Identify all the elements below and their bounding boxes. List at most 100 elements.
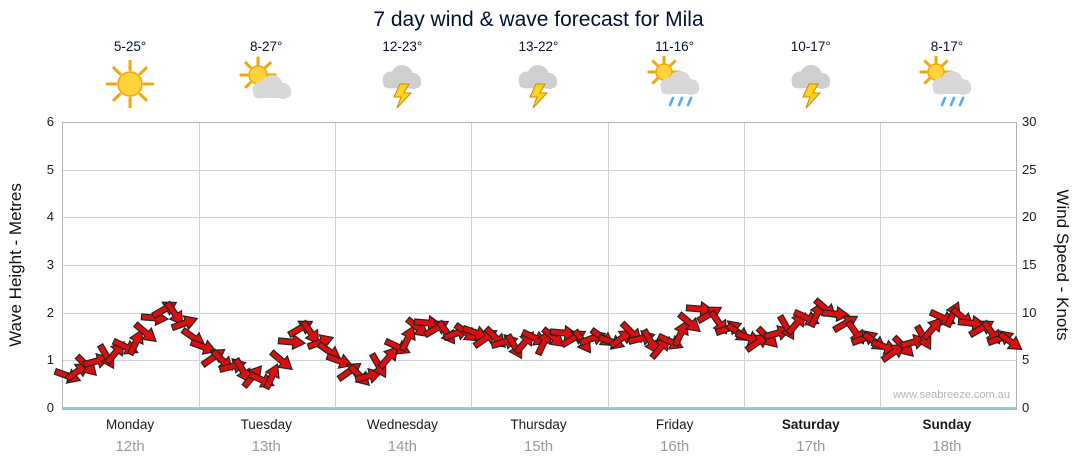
right-tick-label: 15: [1022, 257, 1037, 272]
temperature-range: 5-25°: [113, 39, 147, 54]
h-gridline: [63, 312, 1016, 314]
day-date-label: 12th: [115, 438, 145, 455]
v-gridline: [879, 123, 881, 409]
left-tick-label: 4: [46, 209, 54, 225]
h-gridline: [63, 360, 1016, 362]
day-date: 18th: [879, 438, 1015, 456]
wind-arrow-icon: [399, 324, 416, 352]
cloud-icon: [660, 71, 699, 95]
left-tick-label: 3: [46, 257, 54, 272]
h-gridline: [63, 217, 1016, 219]
temperature-range: 13-22°: [518, 39, 559, 54]
v-gridline: [743, 123, 745, 409]
v-gridline: [607, 123, 609, 409]
storm-icon: [374, 56, 430, 114]
day-weather: [470, 56, 606, 116]
day-name-label: Wednesday: [366, 417, 438, 432]
day-date-label: 16th: [660, 438, 690, 455]
sun-rain-icon: [646, 55, 703, 114]
wind-arrow-icon: [520, 328, 548, 346]
left-tick-label: 0: [46, 400, 54, 415]
right-tick-label: 30: [1022, 114, 1037, 129]
lightning-icon: [529, 83, 549, 109]
day-temperature: 5-25°: [62, 38, 198, 56]
wind-arrow-icon: [695, 306, 722, 324]
wind-arrow-icon: [170, 315, 198, 332]
wind-arrow-icon: [126, 329, 144, 357]
wind-arrow-icon: [232, 356, 251, 384]
chart-title: 7 day wind & wave forecast for Mila: [373, 8, 704, 31]
x-axis-line: [63, 407, 1016, 409]
wind-arrow-icon: [189, 338, 218, 355]
temperature-range: 10-17°: [790, 39, 831, 54]
day-name-label: Tuesday: [240, 417, 292, 432]
lightning-icon: [801, 83, 821, 109]
day-name: Saturday: [743, 416, 879, 434]
wind-arrow-icon: [325, 353, 354, 370]
left-tick-label: 5: [46, 161, 54, 177]
day-name-label: Monday: [106, 417, 155, 432]
day-temperature: 11-16°: [607, 38, 743, 56]
wind-arrow-icon: [997, 331, 1023, 351]
day-dates-row: 12th 13th 14th 15th 16th 17th 18th: [62, 438, 1015, 456]
storm-icon: [783, 56, 839, 114]
day-temperature: 13-22°: [470, 38, 606, 56]
watermark: www.seabreeze.com.au: [893, 389, 1010, 401]
v-gridline: [471, 123, 473, 409]
right-tick-label: 20: [1022, 209, 1037, 225]
day-weather: [334, 56, 470, 116]
wind-arrow-icon: [277, 334, 306, 351]
h-gridline: [63, 265, 1016, 266]
right-tick-label: 5: [1022, 352, 1030, 368]
day-name: Wednesday: [334, 416, 470, 434]
right-tick-label: 25: [1022, 161, 1037, 177]
sun-rain-icon: [919, 55, 975, 114]
wind-arrow-icon: [300, 319, 320, 345]
sun-icon: [105, 59, 155, 109]
day-name: Thursday: [470, 416, 606, 434]
left-tick-label: 1: [46, 352, 54, 368]
lightning-icon: [393, 83, 413, 109]
wind-arrow-icon: [677, 311, 702, 333]
left-tick-label: 2: [46, 304, 54, 320]
day-name: Sunday: [879, 416, 1015, 434]
day-date: 17th: [743, 438, 879, 456]
wind-arrow-icon: [821, 305, 851, 322]
cloud-icon: [932, 71, 971, 95]
temperature-range: 8-17°: [930, 39, 964, 54]
right-tick-label: 10: [1022, 304, 1037, 320]
temperature-range: 8-27°: [250, 39, 283, 54]
temperature-row: 5-25° 8-27° 12-23° 13-22° 11-16° 10-17° 8-17°: [62, 38, 1015, 56]
day-date: 16th: [607, 438, 743, 456]
wind-arrow-icon: [262, 362, 280, 390]
day-weather: [879, 55, 1015, 116]
storm-icon: [510, 56, 566, 114]
sun-cloud-icon: [238, 56, 294, 114]
day-name: Friday: [607, 416, 743, 434]
wind-arrow-icon: [163, 300, 183, 326]
day-date-label: 18th: [932, 438, 962, 455]
wind-arrow-icon: [641, 328, 659, 355]
raindrops-icon: [940, 96, 965, 107]
day-date-label: 15th: [523, 438, 554, 455]
wind-arrow-icon: [268, 349, 293, 371]
h-gridline: [63, 169, 1016, 171]
cloud-icon: [518, 65, 558, 89]
right-tick-label: 0: [1022, 400, 1030, 415]
day-weather: [198, 56, 334, 116]
day-date: 14th: [334, 438, 470, 456]
day-date: 13th: [198, 438, 334, 456]
day-date-label: 13th: [251, 438, 281, 455]
day-name-label: Saturday: [781, 417, 840, 432]
wind-arrow-icon: [132, 320, 157, 342]
raindrops-icon: [668, 96, 692, 107]
v-gridline: [199, 123, 201, 409]
day-temperature: 12-23°: [334, 38, 470, 56]
day-date-label: 14th: [387, 438, 417, 455]
day-temperature: 10-17°: [743, 38, 879, 56]
day-names-row: Monday Tuesday Wednesday Thursday Friday Satu…: [62, 416, 1015, 434]
day-name: Monday: [62, 416, 198, 434]
weather-icons-row: [62, 55, 1015, 116]
day-date: 12th: [62, 438, 198, 456]
